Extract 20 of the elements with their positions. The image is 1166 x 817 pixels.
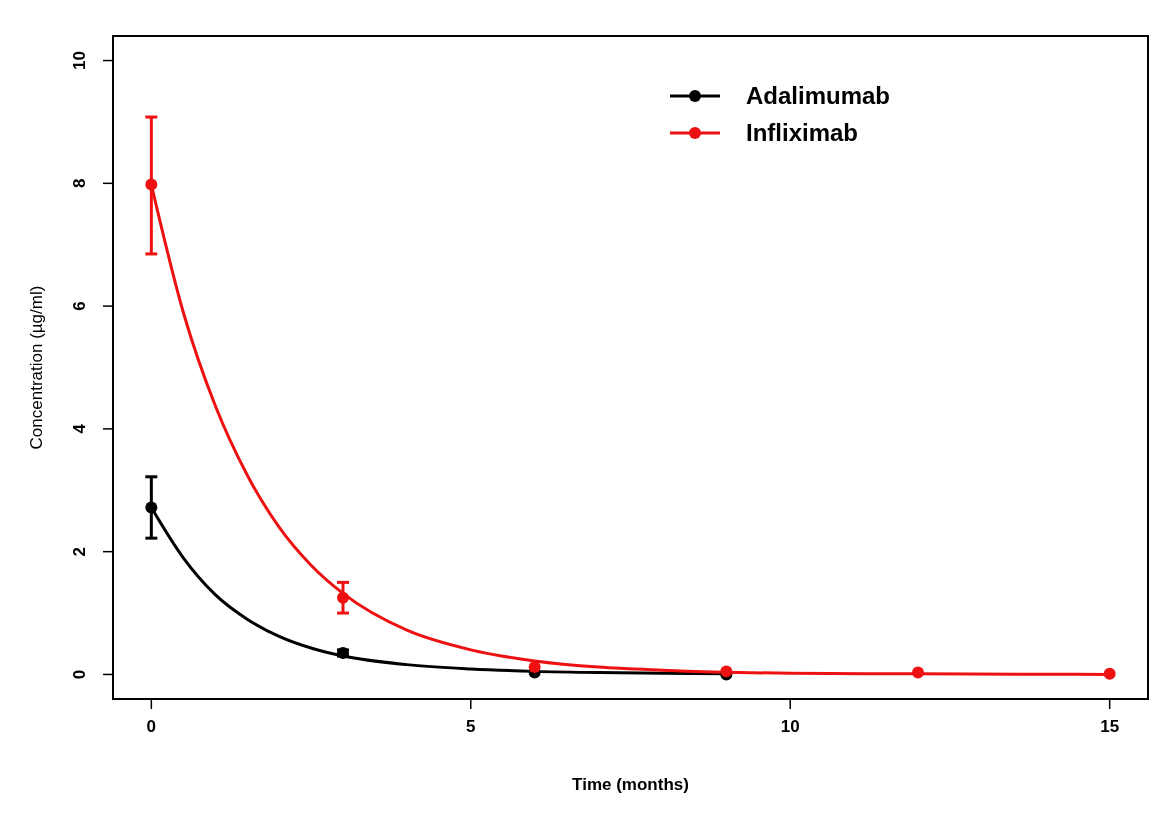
point: [145, 178, 158, 191]
y-tick-label: 4: [70, 423, 89, 434]
point: [912, 666, 924, 679]
legend-label: Infliximab: [746, 119, 859, 146]
y-tick-label: 8: [70, 178, 89, 189]
point: [337, 591, 349, 604]
point: [528, 661, 541, 674]
x-tick-label: 15: [1100, 717, 1120, 736]
y-tick-label: 6: [70, 301, 89, 311]
y-tick-label: 0: [70, 669, 89, 680]
y-tick-label: 2: [70, 546, 89, 557]
x-axis-title: Time (months): [572, 775, 689, 794]
y-axis-title: Concentration (µg/ml): [27, 285, 46, 450]
point: [1103, 667, 1116, 680]
x-tick-label: 10: [780, 717, 800, 736]
legend-label: Adalimumab: [746, 82, 891, 109]
x-tick-label: 0: [146, 717, 157, 736]
point: [145, 501, 158, 514]
x-tick-label: 5: [466, 717, 476, 736]
y-tick-label: 10: [70, 51, 89, 71]
